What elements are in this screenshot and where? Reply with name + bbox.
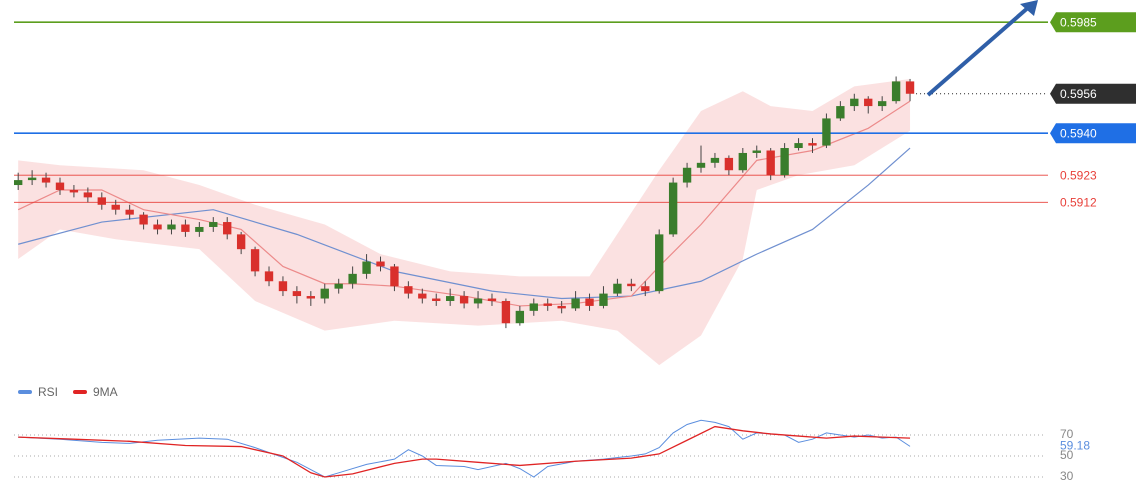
candle-body: [641, 286, 650, 292]
price-panel: 0.5985 0.5956 0.5940 0.5923 0.5912: [14, 12, 1136, 366]
candle-body: [822, 118, 831, 146]
candle-body: [278, 281, 288, 292]
candle-body: [390, 266, 399, 287]
candle-body: [877, 101, 887, 107]
candle-body: [627, 283, 636, 287]
candle-body: [850, 98, 859, 107]
candle-body: [14, 180, 23, 186]
candle-body: [264, 271, 274, 282]
candle-body: [306, 296, 316, 299]
trend-arrow: [926, 4, 1032, 97]
candle-body: [181, 224, 190, 232]
bollinger-band: [18, 78, 911, 366]
candle-body: [808, 143, 817, 146]
level-label: 0.5923: [1060, 168, 1097, 182]
candle-body: [97, 197, 106, 205]
rsi-panel: 70 50 30 RSI 9MA 59.18: [14, 385, 1090, 483]
candle-body: [780, 148, 789, 176]
candle-body: [139, 214, 148, 225]
candle-body: [668, 182, 678, 235]
candle-body: [69, 189, 79, 193]
candle-body: [766, 150, 775, 176]
candle-body: [195, 226, 204, 232]
candle-body: [153, 224, 162, 230]
candle-body: [459, 296, 469, 304]
candle-body: [724, 157, 734, 171]
candle-body: [710, 157, 720, 163]
candle-body: [864, 98, 873, 107]
legend-label: 9MA: [93, 385, 118, 399]
candle-body: [362, 261, 371, 274]
candle-body: [557, 305, 566, 309]
candle-body: [334, 283, 343, 289]
y-tick-label: 70: [1060, 427, 1074, 441]
candle-body: [794, 143, 803, 149]
candle-body: [501, 300, 511, 324]
candle-body: [543, 303, 552, 306]
candle-body: [83, 192, 93, 198]
candle-body: [55, 182, 65, 190]
candle-body: [445, 296, 455, 301]
rsi-line: [18, 419, 911, 478]
candle-body: [487, 298, 497, 301]
candle-body: [27, 177, 37, 181]
candle-body: [320, 288, 329, 299]
candle-body: [905, 81, 915, 94]
legend-swatch: [18, 390, 32, 394]
candle-body: [473, 298, 483, 304]
candle-body: [348, 273, 357, 284]
candle-body: [836, 106, 845, 119]
candle-body: [111, 204, 120, 210]
candle-body: [655, 234, 664, 292]
level-label: 0.5912: [1060, 195, 1097, 209]
candle-body: [571, 298, 580, 309]
candle-body: [418, 293, 427, 299]
legend-label: RSI: [38, 385, 58, 399]
y-tick-label: 30: [1060, 469, 1074, 483]
candle-body: [682, 167, 692, 183]
candle-body: [585, 298, 594, 306]
level-label: 0.5985: [1060, 15, 1097, 29]
level-label-box: [1050, 123, 1136, 144]
candle-body: [891, 81, 901, 102]
candle-body: [696, 162, 706, 168]
candle-body: [250, 249, 260, 272]
moving-average: [17, 100, 911, 307]
candle-body: [209, 222, 218, 227]
candle-body: [752, 150, 761, 153]
trend-arrow-head: [1020, 0, 1038, 16]
candle-body: [376, 261, 385, 267]
candle-body: [738, 152, 747, 171]
candle-body: [41, 177, 51, 183]
candle-body: [613, 283, 622, 294]
rsi-line: [18, 425, 911, 478]
candle-body: [529, 303, 538, 311]
candle-body: [432, 298, 441, 301]
candle-body: [236, 234, 246, 250]
level-label: 0.5940: [1060, 126, 1097, 140]
candle-body: [404, 286, 413, 294]
level-label-box: [1050, 12, 1136, 33]
level-label: 0.5956: [1060, 87, 1097, 101]
candle-body: [125, 209, 134, 215]
y-tick-label: 50: [1060, 448, 1074, 462]
candle-body: [223, 222, 232, 235]
level-label-box: [1050, 83, 1136, 104]
candle-body: [515, 310, 525, 324]
moving-average: [18, 147, 911, 300]
candle-body: [599, 293, 608, 306]
rsi-value-label: 59.18: [1060, 439, 1090, 453]
legend-swatch: [73, 390, 87, 394]
candle-body: [167, 224, 176, 230]
candle-body: [292, 291, 302, 297]
